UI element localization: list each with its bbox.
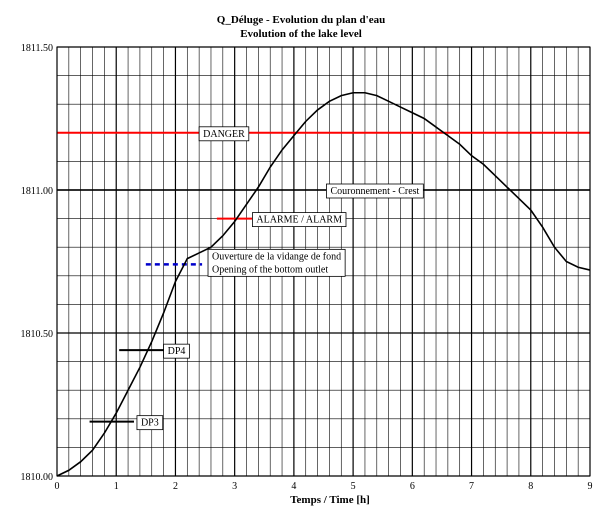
reference-lines [57,131,590,423]
y-tick-label: 1811.50 [21,43,53,54]
y-tick-label: 1810.00 [21,472,54,483]
annotation-label: Couronnement - Crest [330,186,419,197]
chart-subtitle: Evolution of the lake level [240,28,362,40]
annotation-label: Ouverture de la vidange de fond [212,251,341,262]
x-tick-label: 2 [173,481,178,492]
x-axis-label: Temps / Time [h] [290,494,370,506]
x-tick-label: 4 [291,481,296,492]
series-line [56,91,591,477]
y-tick-label: 1811.00 [21,186,53,197]
annotation-box [326,183,424,199]
annotation-box [136,415,164,431]
plot-frame [56,46,591,477]
annotation-box [252,212,347,228]
annotation-box [198,126,250,142]
annotation-label: Opening of the bottom outlet [212,264,328,275]
x-tick-label: 0 [55,481,60,492]
annotation-label: ALARME / ALARM [256,215,342,226]
tick-labels: 0 1 2 3 4 5 6 7 8 9 1810.00 1810.50 1811.00 1811.50 [21,43,593,492]
x-tick-label: 8 [528,481,533,492]
x-tick-label: 6 [410,481,415,492]
annotation-box [207,248,346,277]
annotations-group: DANGER Couronnement - Crest ALARME / ALARM… [136,126,424,431]
annotation-label: DP3 [141,418,159,429]
series-group [56,91,591,477]
chart-title: Q_Déluge - Evolution du plan d'eau [217,14,385,26]
annotation-label: DANGER [203,129,245,140]
annotation-label: DP4 [168,346,186,357]
y-tick-label: 1810.50 [21,329,54,340]
x-tick-label: 3 [232,481,237,492]
x-tick-label: 7 [469,481,474,492]
annotation-box [163,343,190,359]
x-tick-label: 5 [351,481,356,492]
x-tick-label: 1 [114,481,119,492]
x-tick-label: 9 [588,481,593,492]
